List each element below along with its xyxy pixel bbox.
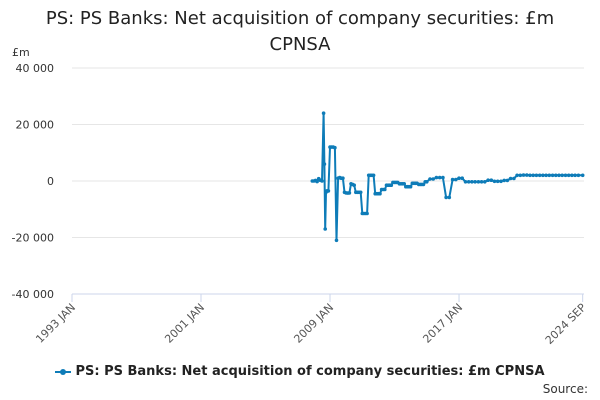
data-point[interactable] bbox=[483, 180, 487, 184]
chart-title-line-1: PS: PS Banks: Net acquisition of company… bbox=[45, 8, 555, 29]
x-tick-label: 1993 JAN bbox=[33, 301, 78, 346]
data-point[interactable] bbox=[365, 211, 369, 216]
data-point[interactable] bbox=[444, 195, 448, 200]
data-point[interactable] bbox=[425, 180, 429, 184]
y-tick-label: -40 000 bbox=[12, 288, 54, 301]
data-point[interactable] bbox=[580, 173, 585, 178]
data-point[interactable] bbox=[352, 183, 357, 187]
data-point[interactable] bbox=[566, 173, 571, 178]
data-point[interactable] bbox=[333, 145, 337, 150]
data-point[interactable] bbox=[454, 177, 458, 182]
source-label: Source: bbox=[542, 382, 588, 396]
chart-title-line-2: CPNSA bbox=[269, 34, 331, 55]
data-point[interactable] bbox=[563, 173, 568, 178]
data-point[interactable] bbox=[521, 173, 526, 177]
data-point[interactable] bbox=[326, 189, 331, 193]
data-point[interactable] bbox=[334, 238, 339, 243]
data-point[interactable] bbox=[371, 173, 376, 178]
data-point[interactable] bbox=[557, 173, 561, 178]
data-point[interactable] bbox=[321, 111, 326, 115]
data-point[interactable] bbox=[515, 173, 519, 178]
x-tick-label: 2024 SEP bbox=[543, 301, 589, 347]
data-point[interactable] bbox=[434, 175, 439, 180]
data-point[interactable] bbox=[322, 162, 327, 166]
data-point[interactable] bbox=[570, 173, 574, 178]
series-layer bbox=[310, 111, 585, 243]
data-point[interactable] bbox=[341, 176, 345, 180]
data-point[interactable] bbox=[518, 173, 523, 178]
legend-swatch bbox=[55, 367, 72, 377]
data-point[interactable] bbox=[460, 176, 465, 180]
y-tick-label: 20 000 bbox=[16, 119, 55, 132]
chart-title: PS: PS Banks: Net acquisition of company… bbox=[0, 6, 600, 58]
data-point[interactable] bbox=[320, 179, 324, 183]
data-point[interactable] bbox=[428, 177, 432, 181]
x-tick-label: 2001 JAN bbox=[162, 301, 207, 346]
data-point[interactable] bbox=[315, 179, 319, 184]
data-point[interactable] bbox=[499, 179, 503, 184]
data-point[interactable] bbox=[476, 180, 481, 184]
data-point[interactable] bbox=[402, 182, 407, 186]
data-point[interactable] bbox=[531, 173, 535, 178]
data-point[interactable] bbox=[495, 179, 500, 184]
legend-label: PS: PS Banks: Net acquisition of company… bbox=[75, 364, 545, 379]
x-tick-label: 2009 JAN bbox=[291, 301, 336, 346]
data-point[interactable] bbox=[450, 177, 455, 182]
x-axis: 1993 JAN 2001 JAN 2009 JAN 2017 JAN 2024 SEP bbox=[33, 293, 589, 347]
data-point[interactable] bbox=[512, 176, 516, 181]
data-point[interactable] bbox=[389, 183, 394, 187]
y-axis-unit-label: £m bbox=[12, 46, 30, 59]
data-point[interactable] bbox=[447, 195, 452, 200]
x-tick-label: 2017 JAN bbox=[420, 301, 465, 346]
y-tick-label: 40 000 bbox=[16, 62, 55, 75]
data-point[interactable] bbox=[486, 178, 490, 182]
data-point[interactable] bbox=[576, 173, 581, 178]
data-point[interactable] bbox=[431, 177, 436, 181]
data-point[interactable] bbox=[505, 178, 510, 183]
data-point[interactable] bbox=[457, 176, 461, 180]
data-point[interactable] bbox=[554, 173, 558, 178]
legend[interactable]: PS: PS Banks: Net acquisition of company… bbox=[0, 364, 600, 379]
data-point[interactable] bbox=[489, 178, 494, 182]
data-point[interactable] bbox=[573, 173, 577, 178]
data-point[interactable] bbox=[492, 179, 497, 184]
data-point[interactable] bbox=[437, 175, 442, 180]
y-axis-ticks: 40 000 20 000 0 -20 000 -40 000 bbox=[12, 62, 54, 301]
data-point[interactable] bbox=[541, 173, 545, 178]
data-point[interactable] bbox=[508, 176, 513, 181]
y-tick-label: -20 000 bbox=[12, 232, 54, 245]
data-point[interactable] bbox=[383, 187, 387, 192]
data-point[interactable] bbox=[470, 180, 474, 184]
data-point[interactable] bbox=[537, 173, 542, 178]
data-point[interactable] bbox=[408, 184, 413, 189]
data-point[interactable] bbox=[525, 173, 529, 177]
data-point[interactable] bbox=[550, 173, 555, 178]
data-point[interactable] bbox=[466, 180, 471, 184]
data-point[interactable] bbox=[378, 191, 382, 196]
data-point[interactable] bbox=[463, 180, 468, 184]
data-point[interactable] bbox=[347, 191, 352, 195]
data-point[interactable] bbox=[544, 173, 548, 178]
data-point[interactable] bbox=[473, 180, 477, 184]
data-point[interactable] bbox=[441, 175, 445, 180]
data-point[interactable] bbox=[358, 190, 363, 195]
data-point[interactable] bbox=[528, 173, 532, 178]
data-point[interactable] bbox=[534, 173, 539, 178]
data-point[interactable] bbox=[421, 182, 426, 187]
data-point[interactable] bbox=[560, 173, 564, 178]
data-point[interactable] bbox=[502, 178, 507, 183]
data-point[interactable] bbox=[547, 173, 552, 178]
data-point[interactable] bbox=[323, 227, 328, 231]
data-point[interactable] bbox=[479, 180, 484, 184]
y-tick-label: 0 bbox=[47, 175, 54, 188]
